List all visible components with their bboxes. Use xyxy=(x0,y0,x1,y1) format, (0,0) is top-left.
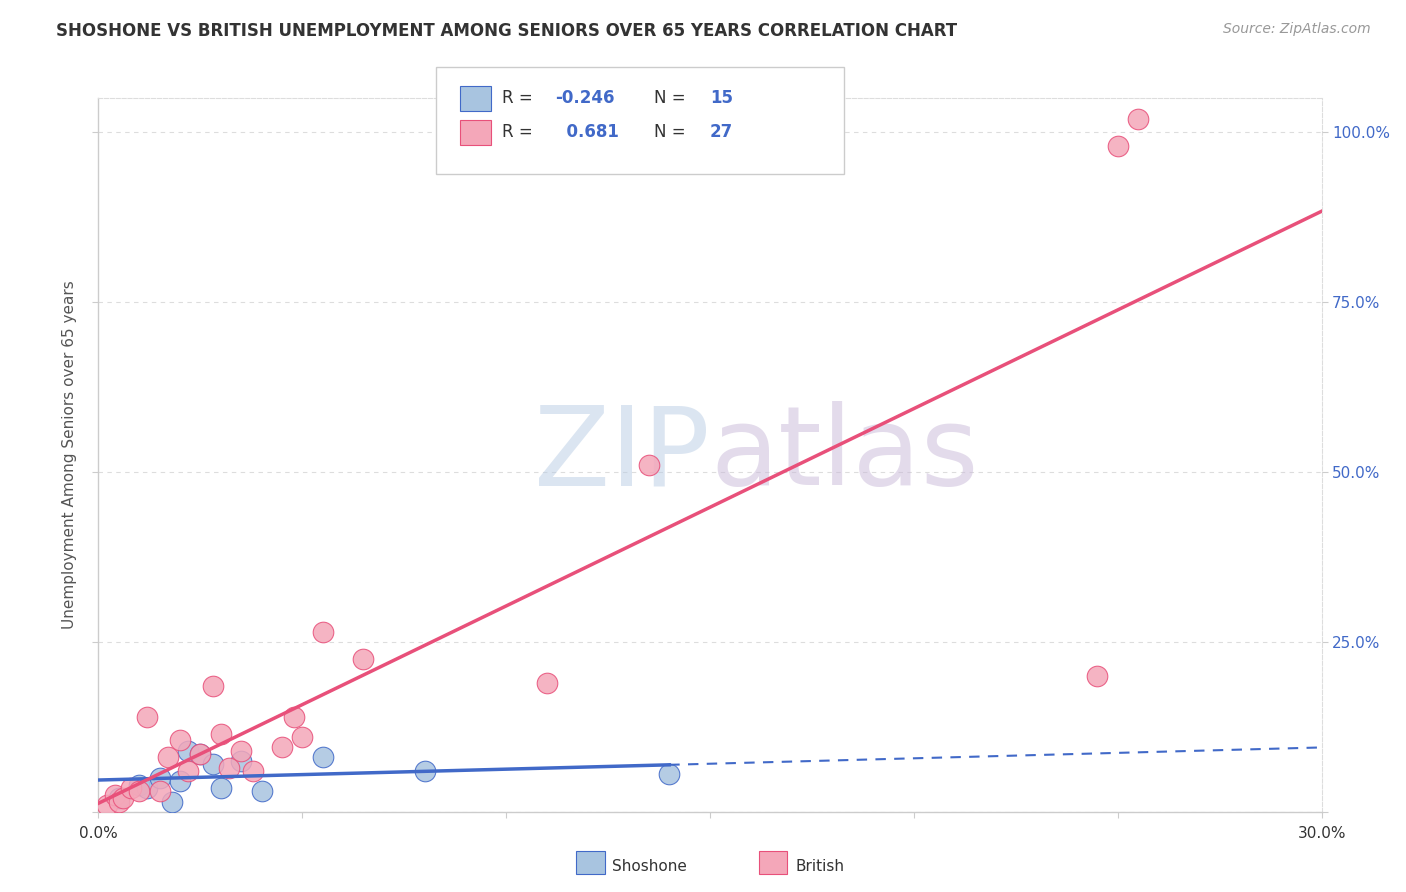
Point xyxy=(177,764,200,778)
Point xyxy=(231,743,253,757)
Point xyxy=(111,791,134,805)
Point xyxy=(160,795,183,809)
Point xyxy=(156,750,179,764)
Point xyxy=(209,780,232,795)
Text: R =: R = xyxy=(502,123,538,141)
Point xyxy=(136,709,159,723)
Text: British: British xyxy=(796,859,845,873)
Point xyxy=(1107,138,1129,153)
Text: ZIP: ZIP xyxy=(534,401,710,508)
Point xyxy=(1128,112,1150,126)
Point xyxy=(136,780,159,795)
Text: N =: N = xyxy=(654,89,690,107)
Text: SHOSHONE VS BRITISH UNEMPLOYMENT AMONG SENIORS OVER 65 YEARS CORRELATION CHART: SHOSHONE VS BRITISH UNEMPLOYMENT AMONG S… xyxy=(56,22,957,40)
Point xyxy=(291,730,314,744)
Point xyxy=(120,780,142,795)
Point xyxy=(128,784,150,798)
Point xyxy=(201,757,224,772)
Point xyxy=(201,679,224,693)
Point xyxy=(177,743,200,757)
Y-axis label: Unemployment Among Seniors over 65 years: Unemployment Among Seniors over 65 years xyxy=(62,281,77,629)
Point xyxy=(270,740,294,755)
Point xyxy=(1085,669,1108,683)
Point xyxy=(128,778,150,792)
Point xyxy=(108,795,131,809)
Point xyxy=(96,797,118,812)
Point xyxy=(169,774,191,789)
Point xyxy=(283,709,305,723)
Text: -0.246: -0.246 xyxy=(555,89,614,107)
Text: Source: ZipAtlas.com: Source: ZipAtlas.com xyxy=(1223,22,1371,37)
Point xyxy=(218,760,240,774)
Point xyxy=(658,767,681,781)
Text: R =: R = xyxy=(502,89,538,107)
Point xyxy=(169,733,191,747)
Point xyxy=(312,750,335,764)
Point xyxy=(536,675,558,690)
Point xyxy=(250,784,273,798)
Point xyxy=(352,652,374,666)
Point xyxy=(312,624,335,639)
Text: 15: 15 xyxy=(710,89,733,107)
Point xyxy=(188,747,212,761)
Point xyxy=(188,747,212,761)
Point xyxy=(104,788,127,802)
Point xyxy=(413,764,436,778)
Point xyxy=(108,791,131,805)
Text: Shoshone: Shoshone xyxy=(612,859,686,873)
Point xyxy=(209,726,232,740)
Text: 0.681: 0.681 xyxy=(555,123,619,141)
Point xyxy=(242,764,264,778)
Text: atlas: atlas xyxy=(710,401,979,508)
Point xyxy=(149,784,172,798)
Text: N =: N = xyxy=(654,123,690,141)
Text: 27: 27 xyxy=(710,123,734,141)
Point xyxy=(638,458,661,472)
Point xyxy=(231,754,253,768)
Point xyxy=(149,771,172,785)
